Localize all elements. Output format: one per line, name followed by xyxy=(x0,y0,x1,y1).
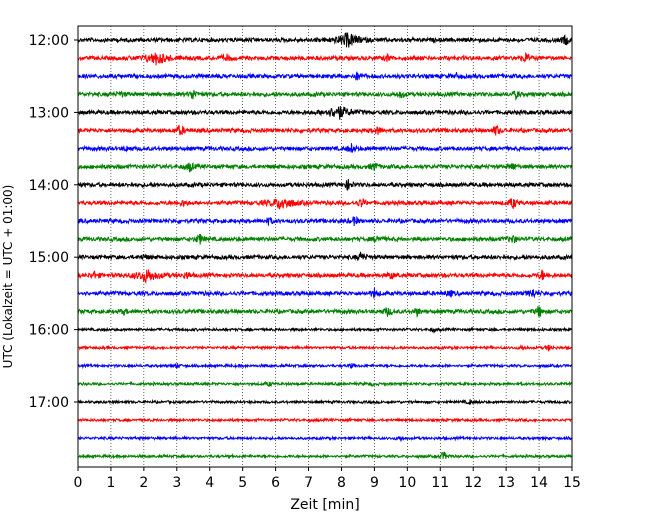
trace-1430 xyxy=(77,215,573,227)
trace-1445 xyxy=(77,233,573,245)
x-tick-label-6: 6 xyxy=(271,475,280,491)
y-tick-label-3: 15:00 xyxy=(29,250,69,266)
trace-1630 xyxy=(77,362,573,370)
trace-1645 xyxy=(77,380,573,388)
x-tick-label-14: 14 xyxy=(530,475,548,491)
trace-1315 xyxy=(77,124,573,136)
x-tick-label-11: 11 xyxy=(431,475,449,491)
x-tick-label-9: 9 xyxy=(370,475,379,491)
x-tick-label-2: 2 xyxy=(139,475,148,491)
trace-1730 xyxy=(77,434,573,442)
y-tick-label-1: 13:00 xyxy=(29,105,69,121)
x-tick-label-0: 0 xyxy=(74,475,83,491)
x-axis-label: Zeit [min] xyxy=(290,497,359,513)
plot-frame xyxy=(77,25,573,468)
x-tick-label-15: 15 xyxy=(563,475,581,491)
x-tick-label-10: 10 xyxy=(398,475,416,491)
trace-1745 xyxy=(77,451,573,460)
y-tick-label-0: 12:00 xyxy=(29,33,69,49)
x-tick-label-1: 1 xyxy=(106,475,115,491)
x-tick-label-5: 5 xyxy=(238,475,247,491)
trace-1615 xyxy=(77,344,573,352)
trace-1600 xyxy=(77,326,573,334)
trace-1215 xyxy=(77,51,573,66)
trace-1300 xyxy=(77,105,573,120)
x-tick-label-8: 8 xyxy=(337,475,346,491)
x-tick-label-7: 7 xyxy=(304,475,313,491)
y-tick-label-2: 14:00 xyxy=(29,178,69,194)
traces xyxy=(77,32,573,460)
trace-1330 xyxy=(77,143,573,153)
trace-1415 xyxy=(77,197,573,210)
y-axis: 12:00 13:00 14:00 15:00 16:00 17:00 xyxy=(29,33,78,411)
trace-1230 xyxy=(77,71,573,81)
trace-1700 xyxy=(77,398,573,406)
x-tick-label-3: 3 xyxy=(172,475,181,491)
trace-1245 xyxy=(77,89,573,101)
trace-1400 xyxy=(77,179,573,191)
trace-1545 xyxy=(77,306,573,319)
x-tick-label-4: 4 xyxy=(205,475,214,491)
trace-1345 xyxy=(77,162,573,173)
x-tick-label-13: 13 xyxy=(497,475,515,491)
x-tick-label-12: 12 xyxy=(464,475,482,491)
y-tick-label-4: 16:00 xyxy=(29,323,69,339)
y-axis-label: UTC (Lokalzeit = UTC + 01:00) xyxy=(1,185,15,369)
trace-1530 xyxy=(77,288,573,299)
x-grid xyxy=(110,26,540,467)
y-tick-label-5: 17:00 xyxy=(29,395,69,411)
trace-1715 xyxy=(77,416,573,424)
trace-1515 xyxy=(77,269,573,284)
trace-1500 xyxy=(77,251,573,262)
trace-1200 xyxy=(77,32,573,48)
x-axis: 0 1 2 3 4 5 6 7 8 9 10 11 12 13 14 15 xyxy=(74,467,581,491)
